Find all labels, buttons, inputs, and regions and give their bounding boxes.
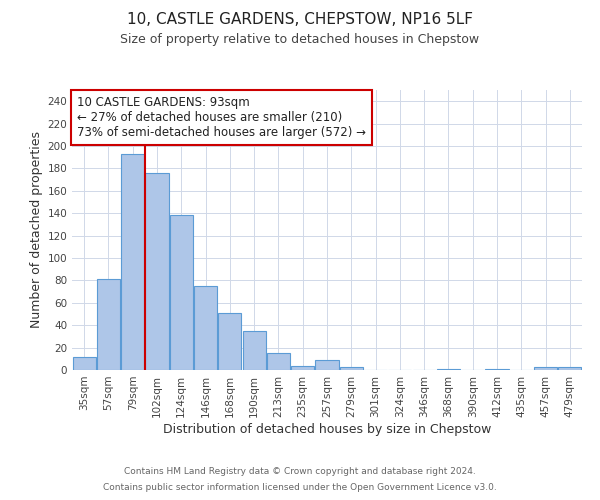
Bar bbox=[242, 331, 266, 370]
Bar bbox=[316, 360, 338, 370]
Bar bbox=[121, 154, 144, 370]
Y-axis label: Number of detached properties: Number of detached properties bbox=[30, 132, 43, 328]
Text: 10 CASTLE GARDENS: 93sqm
← 27% of detached houses are smaller (210)
73% of semi-: 10 CASTLE GARDENS: 93sqm ← 27% of detach… bbox=[77, 96, 366, 138]
Text: Contains public sector information licensed under the Open Government Licence v3: Contains public sector information licen… bbox=[103, 483, 497, 492]
Bar bbox=[534, 366, 557, 370]
X-axis label: Distribution of detached houses by size in Chepstow: Distribution of detached houses by size … bbox=[163, 422, 491, 436]
Bar bbox=[559, 366, 581, 370]
Bar bbox=[145, 173, 169, 370]
Bar bbox=[194, 286, 217, 370]
Bar bbox=[218, 313, 241, 370]
Text: Size of property relative to detached houses in Chepstow: Size of property relative to detached ho… bbox=[121, 32, 479, 46]
Text: 10, CASTLE GARDENS, CHEPSTOW, NP16 5LF: 10, CASTLE GARDENS, CHEPSTOW, NP16 5LF bbox=[127, 12, 473, 28]
Bar bbox=[170, 216, 193, 370]
Bar bbox=[267, 353, 290, 370]
Bar bbox=[437, 369, 460, 370]
Bar bbox=[73, 356, 95, 370]
Bar bbox=[97, 280, 120, 370]
Bar bbox=[291, 366, 314, 370]
Text: Contains HM Land Registry data © Crown copyright and database right 2024.: Contains HM Land Registry data © Crown c… bbox=[124, 467, 476, 476]
Bar bbox=[340, 366, 363, 370]
Bar bbox=[485, 369, 509, 370]
